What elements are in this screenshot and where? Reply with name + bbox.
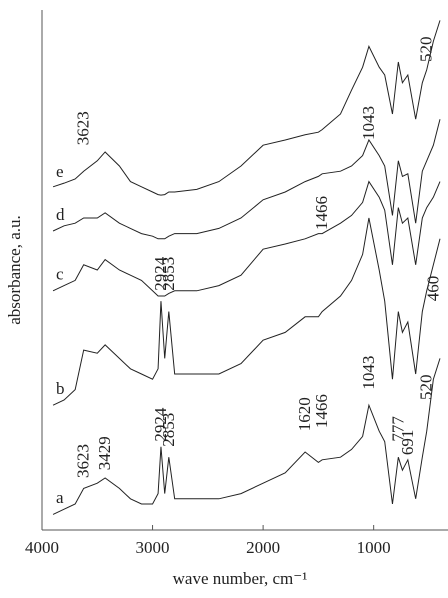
- spectrum-line: [52, 180, 441, 297]
- series-label: a: [56, 488, 64, 507]
- peak-annotation: 777: [388, 416, 407, 442]
- peak-annotation: 1620: [295, 397, 314, 431]
- peak-annotation: 1466: [312, 394, 331, 428]
- peak-annotation: 1043: [359, 106, 378, 140]
- series-label: e: [56, 162, 64, 181]
- series-label: d: [56, 205, 65, 224]
- peak-annotation: 2853: [159, 413, 178, 447]
- peak-annotation: 3429: [95, 436, 114, 470]
- peak-annotation: 691: [398, 430, 417, 456]
- y-axis-label: absorbance, a.u.: [5, 215, 24, 325]
- peak-annotation: 2853: [159, 257, 178, 291]
- peak-annotation: 2924: [151, 256, 170, 291]
- peak-annotation: 460: [423, 276, 442, 302]
- peak-annotation: 520: [417, 37, 436, 63]
- peak-annotation: 3623: [74, 111, 93, 145]
- x-tick-label: 3000: [136, 538, 170, 557]
- peak-annotation: 520: [417, 375, 436, 401]
- peak-annotation: 3623: [74, 444, 93, 478]
- x-tick-label: 2000: [246, 538, 280, 557]
- spectrum-line: [52, 358, 441, 515]
- x-axis-label: wave number, cm⁻¹: [173, 569, 308, 588]
- peak-annotation: 1466: [312, 196, 331, 230]
- series-label: b: [56, 379, 65, 398]
- peak-annotation: 2924: [151, 407, 170, 442]
- spectrum-line: [52, 20, 441, 196]
- peak-annotation: 1043: [359, 356, 378, 390]
- spectrum-line: [52, 119, 441, 240]
- spectrum-line: [52, 217, 441, 406]
- series-label: c: [56, 265, 64, 284]
- x-tick-label: 1000: [357, 538, 391, 557]
- x-tick-label: 4000: [25, 538, 59, 557]
